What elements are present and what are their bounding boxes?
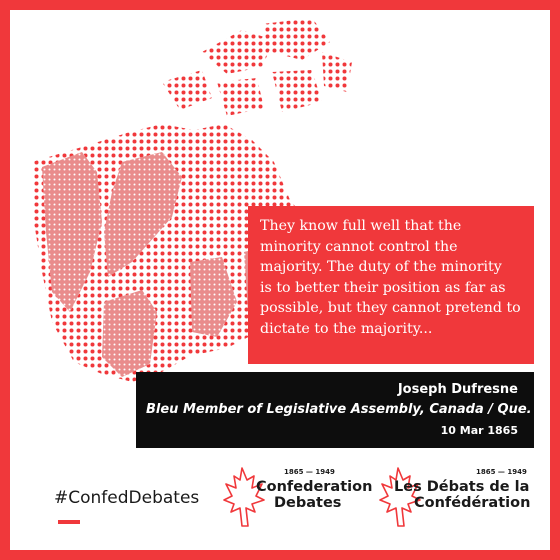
canada-map-illustration [32, 18, 352, 382]
speaker-role: Bleu Member of Legislative Assembly, Can… [146, 402, 532, 417]
logo-title-line2: Confédération [414, 495, 531, 511]
quote-line: minority cannot control the [260, 238, 458, 255]
speech-date: 10 Mar 1865 [440, 424, 518, 437]
confederation-debates-logo: 1865 — 1949 Confederation Debates [222, 466, 372, 532]
speaker-name: Joseph Dufresne [397, 382, 518, 397]
maple-leaf-icon [379, 467, 421, 527]
quote-line: dictate to the majority... [260, 320, 433, 337]
logo-title-line1: Confederation [256, 479, 373, 495]
logo-title-line1: Les Débats de la [394, 479, 530, 495]
logo-years: 1865 — 1949 [284, 468, 335, 476]
quote-text: They know full well that the minority ca… [260, 216, 522, 340]
quote-box: They know full well that the minority ca… [248, 206, 534, 364]
quote-line: is to better their position as far as [260, 279, 506, 296]
hashtag: #ConfedDebates [54, 488, 200, 508]
logo-years: 1865 — 1949 [476, 468, 527, 476]
logo-title-line2: Debates [274, 495, 342, 511]
quote-line: possible, but they cannot pretend to [260, 300, 521, 317]
maple-leaf-icon [223, 467, 265, 527]
quote-line: majority. The duty of the minority [260, 259, 502, 276]
quote-line: They know full well that the [260, 218, 462, 234]
attribution-box: Joseph Dufresne Bleu Member of Legislati… [136, 372, 534, 448]
debats-confederation-logo: 1865 — 1949 Les Débats de la Confédérati… [378, 466, 538, 532]
hashtag-underline [58, 520, 80, 524]
